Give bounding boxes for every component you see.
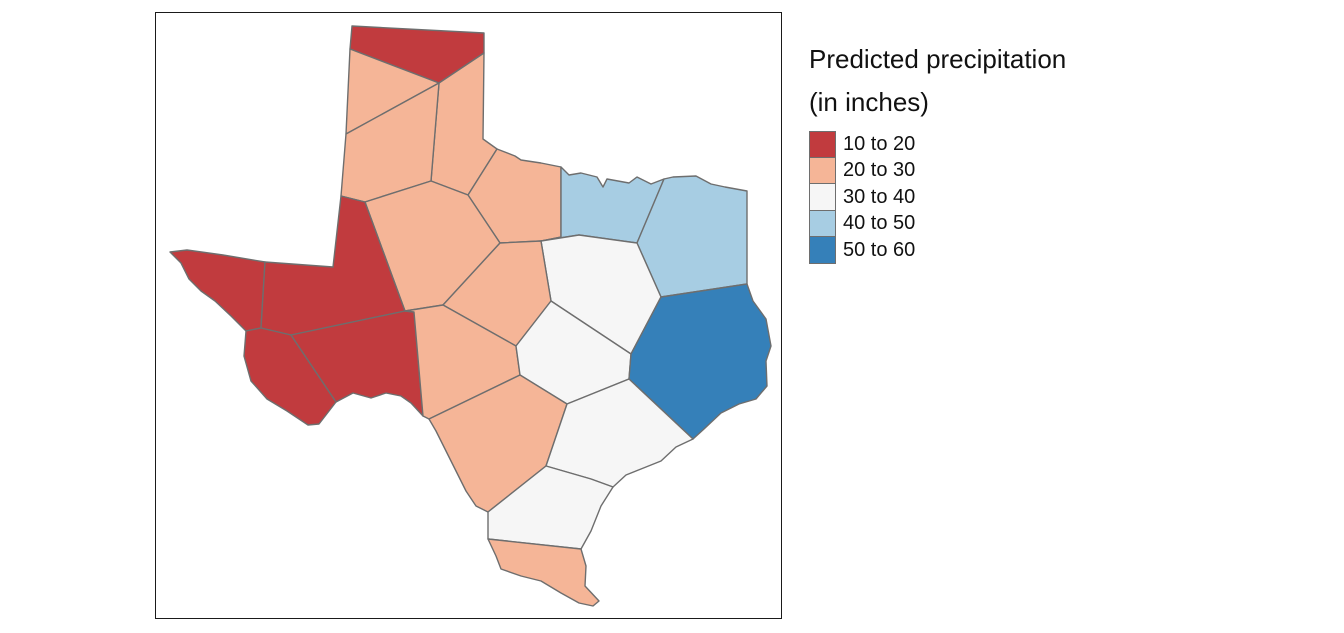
regions-layer bbox=[169, 25, 772, 607]
legend-item-50-60: 50 to 60 bbox=[809, 237, 1066, 264]
legend-label: 10 to 20 bbox=[843, 132, 916, 155]
legend-title-line-1: Predicted precipitation bbox=[809, 44, 1067, 74]
legend-label: 50 to 60 bbox=[843, 238, 916, 261]
legend-item-30-40: 30 to 40 bbox=[809, 184, 1066, 211]
legend-swatch bbox=[809, 157, 836, 184]
legend-item-10-20: 10 to 20 bbox=[809, 131, 1066, 158]
legend-item-20-30: 20 to 30 bbox=[809, 157, 1066, 184]
legend-swatch bbox=[809, 184, 836, 211]
legend-items: 10 to 20 20 to 30 30 to 40 40 to 50 50 t… bbox=[809, 131, 1066, 264]
region-south-central[interactable] bbox=[428, 374, 568, 513]
legend-title: Predicted precipitation (in inches) bbox=[809, 38, 1066, 124]
region-rio-grande-valley[interactable] bbox=[487, 538, 600, 607]
legend: Predicted precipitation (in inches) 10 t… bbox=[809, 38, 1066, 264]
legend-label: 20 to 30 bbox=[843, 159, 916, 182]
region-south[interactable] bbox=[487, 465, 614, 550]
legend-label: 30 to 40 bbox=[843, 185, 916, 208]
legend-swatch bbox=[809, 131, 836, 158]
legend-swatch bbox=[809, 237, 836, 264]
region-trans-pecos-tip bbox=[169, 249, 266, 332]
legend-label: 40 to 50 bbox=[843, 212, 916, 235]
legend-swatch bbox=[809, 210, 836, 237]
legend-item-40-50: 40 to 50 bbox=[809, 210, 1066, 237]
texas-precipitation-map bbox=[169, 25, 772, 607]
map-frame bbox=[155, 12, 782, 619]
legend-title-line-2: (in inches) bbox=[809, 87, 929, 117]
